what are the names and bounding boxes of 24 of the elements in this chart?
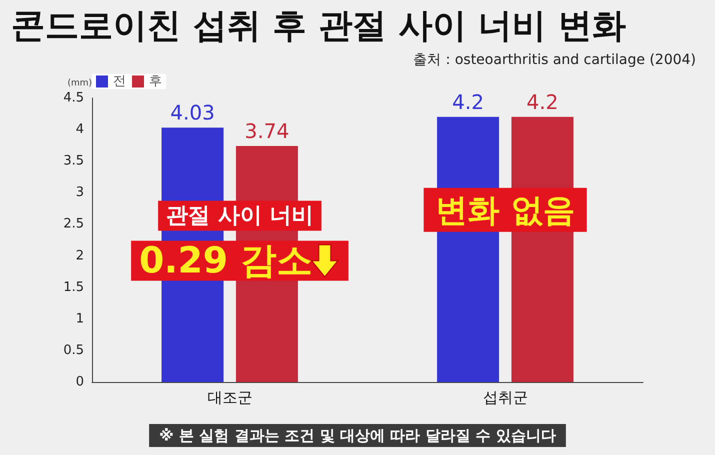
y-axis-title: (mm) xyxy=(67,78,92,88)
data-label: 4.2 xyxy=(526,90,558,114)
legend-label: 후 xyxy=(149,74,162,89)
annotation: 관절 사이 너비 0.29 감소 xyxy=(139,203,314,282)
y-tick-label: 0 xyxy=(76,374,84,390)
y-tick-label: 2 xyxy=(76,248,84,264)
x-tick-label: 대조군 xyxy=(207,388,252,406)
y-tick-label: 3.5 xyxy=(63,154,84,169)
y-tick-label: 1.5 xyxy=(63,280,84,295)
text: ※ 본 실험 결과는 조건 및 대상에 따라 달라질 수 있습니다 xyxy=(159,426,556,444)
y-tick-label: 1 xyxy=(76,311,84,326)
y-tick-label: 4.5 xyxy=(63,90,84,106)
legend-label: 전 xyxy=(113,74,126,89)
x-tick-label: 섭취군 xyxy=(482,388,528,406)
y-tick-label: 4 xyxy=(76,122,84,138)
data-label: 4.03 xyxy=(170,100,215,125)
chart-title: 콘드로이친 섭취 후 관절 사이 너비 변화 xyxy=(11,6,626,46)
y-tick-label: 0.5 xyxy=(63,342,84,358)
chart-subtitle: 출처 : osteoarthritis and cartilage (2004) xyxy=(413,52,696,68)
annotation: 변화 없음 xyxy=(436,190,575,229)
y-tick-label: 2.5 xyxy=(63,216,84,232)
data-label: 3.74 xyxy=(244,118,290,143)
data-label: 4.2 xyxy=(452,90,484,114)
y-tick-label: 3 xyxy=(76,185,84,200)
